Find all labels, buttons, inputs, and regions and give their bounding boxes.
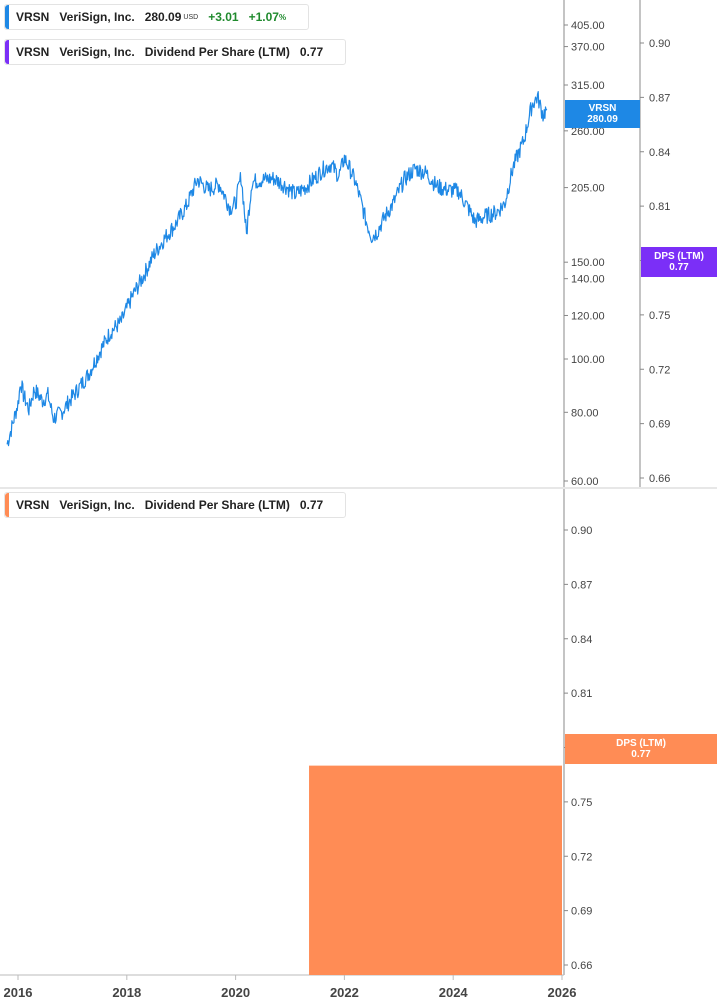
dps-bottom-tick-label: 0.75 bbox=[571, 797, 592, 809]
dps-top-legend-label: Dividend Per Share (LTM) bbox=[144, 45, 290, 59]
price-tick-label: 140.00 bbox=[571, 274, 605, 286]
x-tick-label: 2020 bbox=[221, 985, 250, 1000]
x-tick-label: 2022 bbox=[330, 985, 359, 1000]
dps-bottom-legend-label: Dividend Per Share (LTM) bbox=[144, 498, 290, 512]
price-legend: VRSN VeriSign, Inc. 280.09 USD +3.01 +1.… bbox=[4, 4, 310, 30]
price-tick-label: 100.00 bbox=[571, 354, 605, 366]
x-tick-label: 2016 bbox=[4, 985, 33, 1000]
price-tick-label: 405.00 bbox=[571, 20, 605, 32]
dps-top-legend: VRSN VeriSign, Inc. Dividend Per Share (… bbox=[4, 39, 347, 65]
price-legend-price: 280.09 bbox=[144, 10, 182, 24]
price-tick-label: 120.00 bbox=[571, 310, 605, 322]
dps-top-badge-value: 0.77 bbox=[669, 262, 689, 273]
price-tick-label: 205.00 bbox=[571, 183, 605, 195]
dps-bottom-badge-label: DPS (LTM) bbox=[616, 738, 666, 749]
price-legend-swatch bbox=[5, 5, 9, 29]
dps-bottom-badge: DPS (LTM) 0.77 bbox=[565, 734, 717, 764]
dps-top-tick-label: 0.90 bbox=[649, 38, 670, 50]
x-tick-label: 2024 bbox=[439, 985, 469, 1000]
dps-bottom-tick-label: 0.66 bbox=[571, 960, 592, 972]
price-tick-label: 370.00 bbox=[571, 42, 605, 54]
price-badge-value: 280.09 bbox=[587, 114, 618, 125]
dps-bottom-legend-swatch bbox=[5, 493, 9, 517]
dps-bottom-tick-label: 0.72 bbox=[571, 851, 592, 863]
price-tick-label: 315.00 bbox=[571, 80, 605, 92]
dps-bottom-legend-name: VeriSign, Inc. bbox=[59, 498, 135, 512]
price-tick-label: 80.00 bbox=[571, 407, 599, 419]
dps-bottom-legend-ticker: VRSN bbox=[16, 498, 50, 512]
dps-area-bar bbox=[309, 765, 562, 975]
dps-top-badge: DPS (LTM) 0.77 bbox=[641, 247, 717, 277]
dps-top-tick-label: 0.69 bbox=[649, 419, 670, 431]
x-tick-label: 2018 bbox=[112, 985, 141, 1000]
dps-bottom-tick-label: 0.87 bbox=[571, 579, 592, 591]
dps-bottom-badge-value: 0.77 bbox=[631, 749, 651, 760]
dps-top-tick-label: 0.66 bbox=[649, 473, 670, 485]
price-badge-ticker: VRSN bbox=[588, 103, 617, 114]
price-legend-change: +3.01 bbox=[208, 10, 239, 24]
price-series-line bbox=[6, 91, 548, 447]
price-legend-name: VeriSign, Inc. bbox=[59, 10, 135, 24]
price-tick-label: 150.00 bbox=[571, 257, 605, 269]
price-tick-label: 60.00 bbox=[571, 476, 599, 488]
dps-bottom-legend: VRSN VeriSign, Inc. Dividend Per Share (… bbox=[4, 492, 347, 518]
price-legend-change-pct: +1.07 bbox=[248, 10, 279, 24]
dps-top-tick-label: 0.75 bbox=[649, 310, 670, 322]
price-legend-pct-sign: % bbox=[278, 12, 287, 22]
price-legend-ticker: VRSN bbox=[16, 10, 50, 24]
x-tick-label: 2026 bbox=[548, 985, 577, 1000]
dps-bottom-tick-label: 0.84 bbox=[571, 634, 592, 646]
dps-bottom-tick-label: 0.81 bbox=[571, 688, 592, 700]
dps-bottom-legend-value: 0.77 bbox=[299, 498, 324, 512]
dps-top-badge-label: DPS (LTM) bbox=[654, 251, 704, 262]
dps-top-tick-label: 0.81 bbox=[649, 201, 670, 213]
price-legend-currency: USD bbox=[183, 13, 199, 21]
dps-top-tick-label: 0.84 bbox=[649, 147, 670, 159]
dps-top-tick-label: 0.72 bbox=[649, 364, 670, 376]
dps-top-legend-value: 0.77 bbox=[299, 45, 324, 59]
dps-bottom-tick-label: 0.90 bbox=[571, 525, 592, 537]
price-badge: VRSN 280.09 bbox=[565, 100, 640, 128]
dps-top-legend-ticker: VRSN bbox=[16, 45, 50, 59]
price-tick-label: 260.00 bbox=[571, 126, 605, 138]
dps-top-legend-name: VeriSign, Inc. bbox=[59, 45, 135, 59]
dps-top-legend-swatch bbox=[5, 40, 9, 64]
dps-bottom-tick-label: 0.69 bbox=[571, 906, 592, 918]
dps-top-tick-label: 0.87 bbox=[649, 92, 670, 104]
